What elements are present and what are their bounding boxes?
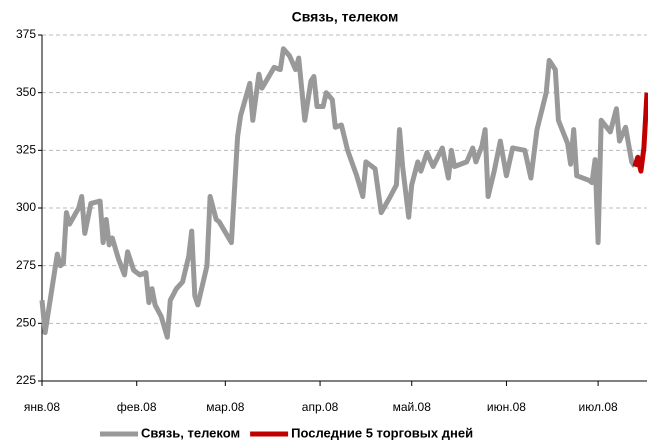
x-tick-label: янв.08	[24, 400, 61, 414]
x-tick-label: мар.08	[206, 400, 245, 414]
line-series	[632, 92, 648, 174]
y-tick-label: 250	[16, 316, 36, 330]
line-series	[39, 46, 637, 340]
y-tick-label: 325	[16, 143, 36, 157]
x-tick-label: июн.08	[487, 400, 526, 414]
x-tick-label: фев.08	[117, 400, 157, 414]
y-tick-label: 275	[16, 258, 36, 272]
y-tick-label: 300	[16, 200, 36, 214]
legend-label: Связь, телеком	[141, 425, 240, 440]
y-tick-label: 350	[16, 85, 36, 99]
y-tick-label: 225	[16, 373, 36, 387]
chart-title: Связь, телеком	[292, 9, 399, 25]
y-tick-label: 375	[16, 27, 36, 41]
legend-label: Последние 5 торговых дней	[291, 425, 473, 440]
x-tick-label: июл.08	[579, 400, 618, 414]
x-tick-label: май.08	[393, 400, 432, 414]
x-tick-label: апр.08	[302, 400, 339, 414]
